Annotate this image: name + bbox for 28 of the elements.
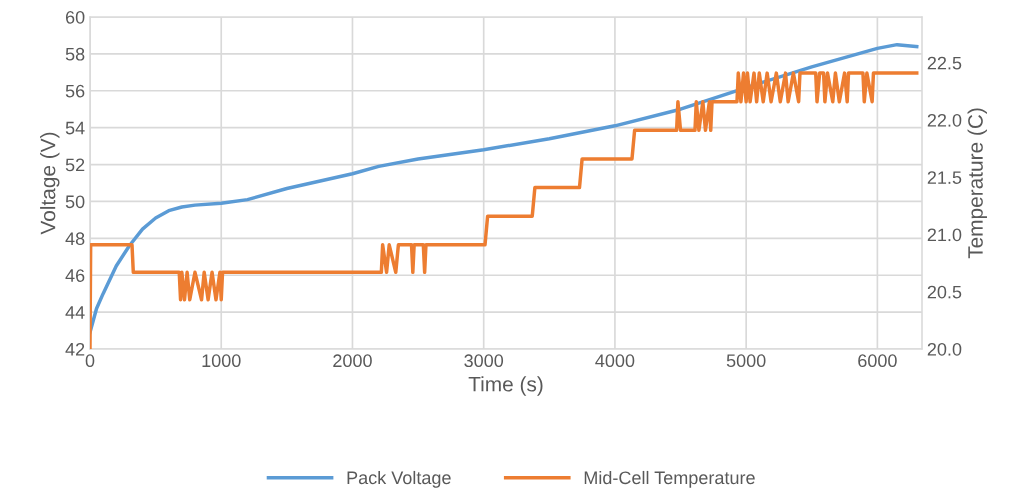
y-tick-label: 50 (65, 195, 85, 209)
y2-tick-label: 20.0 (927, 342, 962, 356)
x-tick-label: 1000 (202, 354, 241, 368)
x-tick-label: 5000 (726, 354, 766, 368)
y2-tick-label: 21.5 (927, 171, 962, 184)
y-tick-label: 42 (65, 342, 85, 356)
x-axis-title: Time (s) (468, 376, 543, 396)
x-tick-label: 4000 (595, 354, 635, 368)
y-tick-label: 44 (65, 306, 85, 319)
y2-tick-label: 20.5 (927, 285, 962, 299)
y2-tick-label: 22.0 (927, 113, 962, 127)
x-tick-label: 3000 (464, 354, 504, 368)
y-tick-label: 60 (65, 10, 85, 24)
y-tick-label: 54 (65, 121, 85, 135)
y-axis-title: Voltage (V) (40, 132, 60, 235)
y2-tick-label: 22.5 (927, 56, 962, 70)
y-tick-label: 52 (65, 158, 85, 172)
y-tick-label: 56 (65, 84, 85, 98)
y-tick-label: 48 (65, 232, 85, 246)
y-tick-label: 58 (65, 47, 85, 61)
x-tick-label: 2000 (333, 354, 372, 368)
x-tick-label: 0 (85, 354, 95, 368)
x-tick-label: 6000 (858, 354, 897, 368)
y2-axis-title: Temperature (C) (967, 108, 987, 259)
legend-label: Pack Voltage (347, 470, 451, 488)
legend-label: Mid-Cell Temperature (584, 470, 755, 488)
y2-tick-label: 21.0 (927, 228, 962, 242)
y-tick-label: 46 (65, 269, 85, 282)
